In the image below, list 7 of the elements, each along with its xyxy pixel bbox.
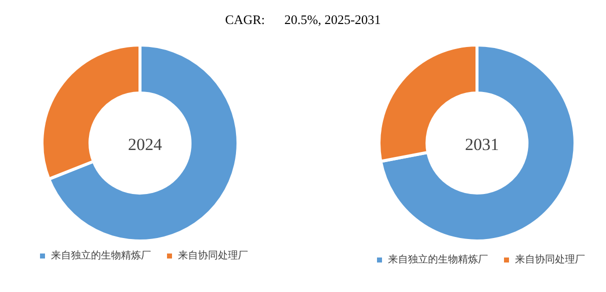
legend-label: 来自独立的生物精炼厂 [51, 250, 151, 262]
text: 2024 [128, 135, 162, 154]
legend-label: 来自独立的生物精炼厂 [388, 254, 488, 266]
text: 2031 [465, 135, 499, 154]
legend-label: 来自协同处理厂 [178, 250, 248, 262]
text: CAGR: 20.5%, 2025-2031 [224, 12, 382, 28]
legend-label: 来自协同处理厂 [515, 254, 585, 266]
